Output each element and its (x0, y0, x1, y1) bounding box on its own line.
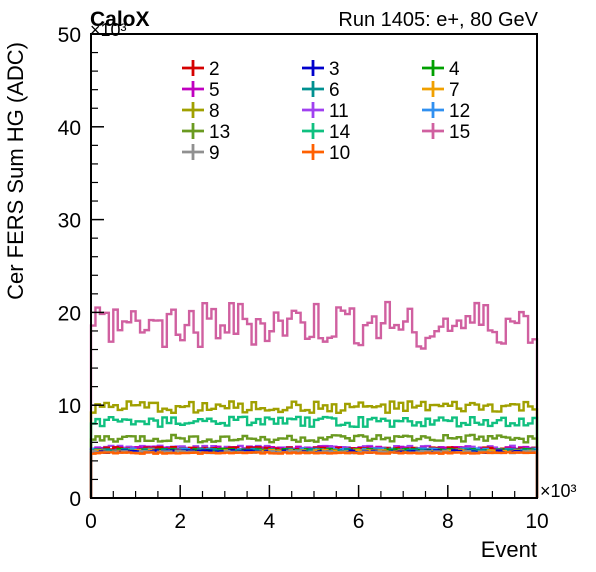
legend-entry-12: 12 (422, 101, 470, 122)
series-10-line (89, 451, 539, 498)
legend-label: 12 (449, 101, 470, 122)
legend-entry-5: 5 (182, 80, 220, 101)
y-axis-label: Cer FERS Sum HG (ADC) (3, 42, 28, 300)
x-multiplier: ×10³ (540, 481, 577, 501)
legend-label: 3 (329, 59, 340, 80)
series-14-line (89, 415, 539, 498)
x-tick-label: 6 (353, 510, 365, 533)
ticks-layer: 0 2 4 6 8 10 0 10 20 30 40 50 (58, 24, 549, 533)
legend-label: 15 (449, 122, 470, 143)
legend-label: 13 (209, 122, 230, 143)
series-13-line (89, 433, 539, 498)
legend-entry-3: 3 (302, 59, 340, 80)
series-4-line (89, 447, 539, 498)
legend-entry-14: 14 (302, 122, 351, 143)
legend-label: 4 (449, 59, 460, 80)
x-tick-label: 0 (85, 510, 97, 533)
y-tick-label: 30 (58, 210, 81, 233)
legend-entry-2: 2 (182, 59, 220, 80)
legend-label: 11 (329, 101, 349, 122)
legend-entry-7: 7 (422, 80, 460, 101)
x-tick-label: 10 (525, 510, 548, 533)
series-15-line (89, 300, 539, 498)
series-7-line (89, 448, 539, 498)
legend-label: 8 (209, 101, 220, 122)
legend-label: 5 (209, 80, 220, 101)
series-12-line (89, 447, 539, 498)
series-6-line (89, 448, 539, 498)
series-2-line (89, 446, 539, 498)
y-tick-label: 40 (58, 117, 81, 140)
legend-label: 9 (209, 143, 220, 164)
legend-entry-15: 15 (422, 122, 470, 143)
series-8-line (89, 400, 539, 498)
x-tick-label: 4 (264, 510, 276, 533)
legend-entry-13: 13 (182, 122, 230, 143)
legend-entry-8: 8 (182, 101, 220, 122)
legend-label: 2 (209, 59, 220, 80)
legend-label: 10 (329, 143, 350, 164)
legend-entry-11: 11 (302, 101, 349, 122)
legend-label: 14 (329, 122, 351, 143)
chart-title-left: CaloX (90, 8, 150, 31)
x-axis-label: Event (481, 537, 537, 562)
legend-label: 7 (449, 80, 460, 101)
y-tick-label: 10 (58, 395, 81, 418)
y-multiplier: ×10³ (90, 20, 127, 40)
y-tick-label: 0 (69, 488, 81, 511)
legend-entry-4: 4 (422, 59, 460, 80)
y-tick-label: 50 (58, 24, 81, 47)
series-9-line (89, 449, 539, 498)
legend-entry-9: 9 (182, 143, 220, 164)
chart-title-right: Run 1405: e+, 80 GeV (338, 9, 538, 31)
x-tick-label: 2 (174, 510, 186, 533)
series-layer (89, 300, 539, 498)
x-tick-label: 8 (442, 510, 454, 533)
series-3-line (89, 449, 539, 498)
y-tick-label: 20 (58, 302, 81, 325)
legend-entry-6: 6 (302, 80, 340, 101)
legend-entry-10: 10 (302, 143, 350, 164)
legend-label: 6 (329, 80, 340, 101)
